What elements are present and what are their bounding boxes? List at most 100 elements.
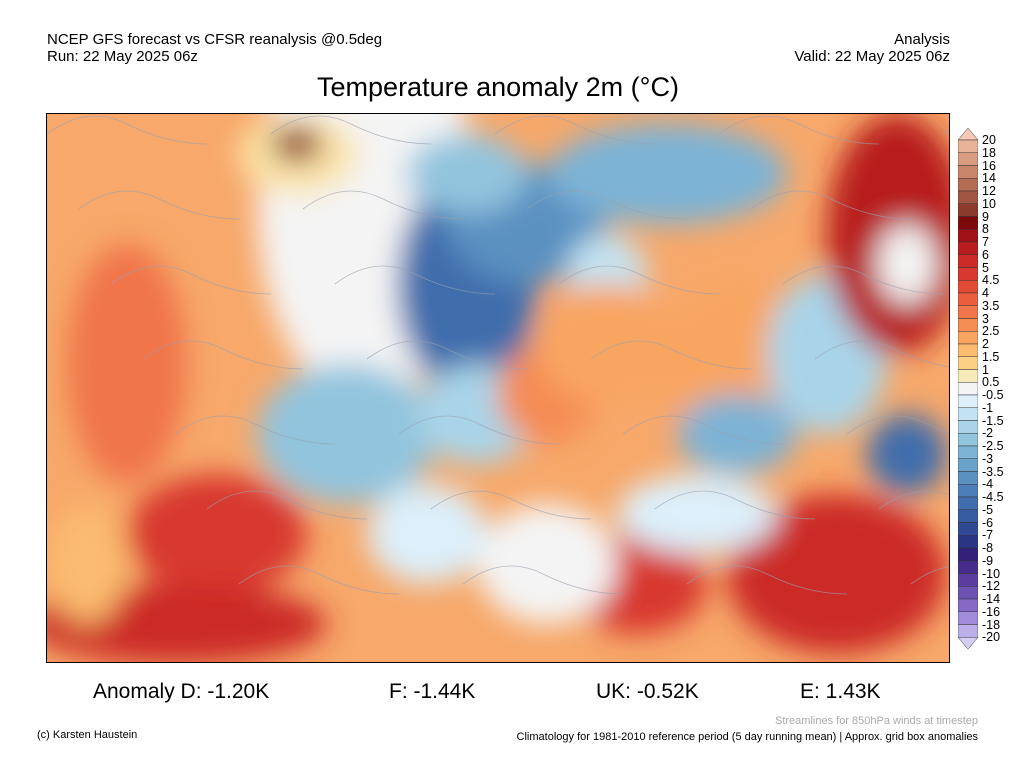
colorbar-label: -0.5: [982, 388, 1004, 402]
colorbar-label: 20: [982, 133, 996, 147]
climatology-note: Climatology for 1981-2010 reference peri…: [516, 731, 978, 743]
anomaly-region: [537, 284, 677, 404]
colorbar-bin: [958, 152, 978, 166]
streamline: [910, 566, 949, 585]
colorbar-bin: [958, 407, 978, 421]
anomaly-region: [257, 364, 437, 504]
colorbar-label: 4: [982, 286, 989, 300]
colorbar-bin: [958, 445, 978, 459]
model-description: NCEP GFS forecast vs CFSR reanalysis @0.…: [47, 31, 383, 48]
colorbar-label: 6: [982, 247, 989, 262]
streamlines-note: Streamlines for 850hPa winds at timestep: [775, 715, 978, 727]
colorbar-label: 18: [982, 145, 996, 160]
colorbar-bin: [958, 598, 978, 612]
colorbar-label: -3.5: [982, 464, 1004, 479]
streamline: [430, 490, 592, 520]
colorbar-bin: [958, 522, 978, 536]
colorbar-label: 1.5: [982, 349, 1000, 364]
anomaly-france: F: -1.44K: [389, 680, 476, 703]
streamline: [462, 565, 624, 595]
colorbar-label: 14: [982, 171, 996, 186]
colorbar-label: -1: [982, 400, 994, 415]
colorbar-bin: [958, 586, 978, 600]
colorbar-label: -4: [982, 477, 994, 492]
colorbar-label: 3.5: [982, 298, 1000, 313]
colorbar-bin: [958, 382, 978, 396]
streamline: [110, 265, 272, 295]
colorbar-label: -20: [982, 630, 1001, 645]
colorbar-label: 2: [982, 337, 989, 351]
colorbar-label: -12: [982, 579, 1001, 594]
streamline: [846, 415, 949, 435]
colorbar-label: 9: [982, 209, 989, 224]
colorbar-bin: [958, 292, 978, 306]
streamline: [686, 565, 848, 595]
colorbar-label: -3: [982, 451, 994, 466]
colorbar-bin: [958, 178, 978, 192]
colorbar-label: -18: [982, 617, 1001, 632]
colorbar-label: -10: [982, 566, 1001, 581]
colorbar-label: -2.5: [982, 439, 1004, 453]
streamline: [78, 190, 240, 220]
streamline: [590, 340, 752, 370]
colorbar-label: 4.5: [982, 273, 1000, 288]
anomaly-region: [407, 134, 527, 214]
streamline: [494, 115, 656, 145]
colorbar-label: -2: [982, 426, 994, 441]
colorbar-label: -9: [982, 553, 994, 568]
streamline: [47, 115, 208, 145]
colorbar-label: 16: [982, 158, 996, 173]
streamline: [558, 265, 720, 295]
colorbar-bin: [958, 471, 978, 485]
colorbar: [958, 128, 978, 650]
anomaly-region: [617, 474, 777, 554]
anomaly-spain: E: 1.43K: [800, 680, 881, 703]
anomaly-region: [477, 504, 617, 624]
colorbar-label: -1.5: [982, 413, 1004, 428]
anomaly-region: [677, 394, 797, 474]
colorbar-bin: [958, 637, 978, 650]
colorbar-bin: [958, 611, 978, 625]
colorbar-label: -4.5: [982, 490, 1004, 504]
colorbar-label: -16: [982, 604, 1001, 619]
colorbar-bin: [958, 331, 978, 345]
colorbar-bin: [958, 241, 978, 255]
analysis-type: Analysis: [894, 31, 950, 48]
colorbar-bin: [958, 165, 978, 179]
colorbar-bin: [958, 624, 978, 638]
colorbar-label: 10: [982, 196, 996, 211]
anomaly-region: [727, 494, 947, 654]
streamline: [814, 340, 949, 368]
valid-time: Valid: 22 May 2025 06z: [794, 48, 950, 65]
colorbar-label: -14: [982, 592, 1001, 606]
map-title: Temperature anomaly 2m (°C): [317, 72, 679, 102]
colorbar-label: 3: [982, 311, 989, 326]
streamline: [366, 340, 528, 370]
anomaly-region: [67, 244, 187, 484]
streamline: [622, 415, 784, 445]
streamline: [878, 490, 949, 510]
colorbar-bin: [958, 280, 978, 294]
colorbar-label: 2.5: [982, 324, 1000, 339]
streamline: [238, 565, 400, 595]
anomaly-germany: Anomaly D: -1.20K: [93, 680, 270, 703]
streamline: [302, 190, 464, 220]
credit: (c) Karsten Haustein: [37, 729, 138, 741]
streamline: [750, 190, 912, 220]
colorbar-bin: [958, 509, 978, 523]
colorbar-label: -8: [982, 541, 994, 555]
colorbar-label: -7: [982, 528, 994, 543]
streamline: [334, 265, 496, 295]
streamline: [206, 490, 368, 520]
colorbar-bin: [958, 203, 978, 217]
colorbar-label: 5: [982, 260, 989, 275]
streamline: [526, 190, 688, 220]
anomaly-region: [877, 224, 937, 304]
colorbar-label: 1: [982, 362, 989, 377]
anomaly-uk: UK: -0.52K: [596, 680, 699, 703]
colorbar-bin: [958, 356, 978, 370]
colorbar-bin: [958, 458, 978, 472]
colorbar-bin: [958, 139, 978, 153]
colorbar-bin: [958, 254, 978, 268]
colorbar-bin: [958, 369, 978, 383]
